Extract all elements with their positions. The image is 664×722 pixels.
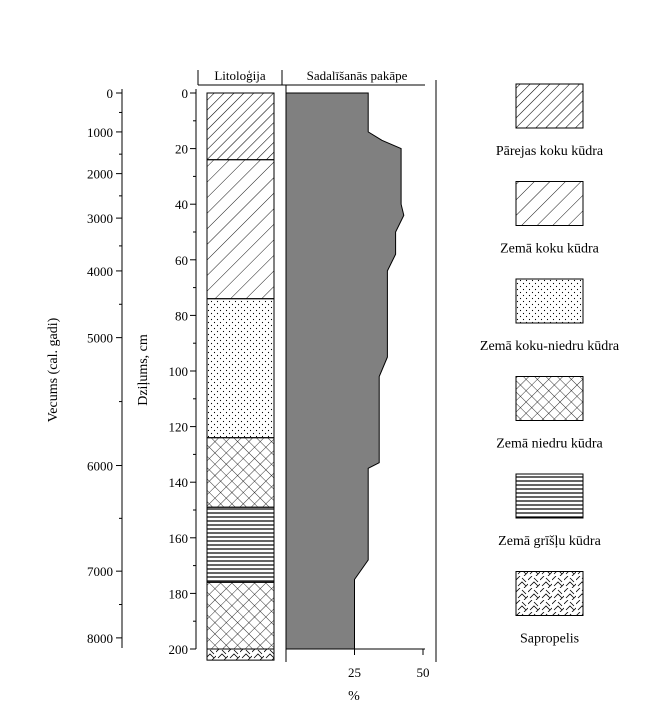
depth-axis-label: Dziļums, cm <box>136 334 151 406</box>
legend-label: Zemā koku-niedru kūdra <box>480 339 620 354</box>
depth-tick-label: 120 <box>169 420 189 435</box>
age-tick-label: 6000 <box>87 459 113 474</box>
lithology-column <box>197 70 283 661</box>
age-axis-label: Vecums (cal. gadi) <box>46 317 61 422</box>
depth-tick-label: 140 <box>169 475 189 490</box>
legend-label: Pārejas koku kūdra <box>496 144 604 159</box>
legend: Pārejas koku kūdra Zemā koku kūdra Zemā ko… <box>480 83 620 647</box>
depth-tick-label: 0 <box>182 86 189 101</box>
age-tick-label: 2000 <box>87 167 113 182</box>
lithology-layer <box>206 159 275 300</box>
legend-swatch <box>515 473 584 519</box>
decomposition-x-tick-label: 25 <box>348 665 361 680</box>
lithology-layer <box>206 581 275 650</box>
depth-tick-label: 40 <box>175 197 188 212</box>
age-tick-label: 3000 <box>87 211 113 226</box>
lithology-title: Litoloģija <box>214 68 266 83</box>
lithology-layer <box>206 92 275 161</box>
depth-tick-label: 20 <box>175 142 188 157</box>
depth-tick-label: 60 <box>175 253 188 268</box>
legend-label: Zemā niedru kūdra <box>496 437 603 452</box>
decomposition-title: Sadalīšanās pakāpe <box>307 68 408 83</box>
legend-swatch <box>515 181 584 226</box>
age-tick-label: 8000 <box>87 631 113 646</box>
age-tick-label: 0 <box>107 86 114 101</box>
decomposition-xlabel: % <box>348 689 360 704</box>
legend-swatch <box>515 83 584 129</box>
age-tick-label: 7000 <box>87 564 113 579</box>
legend-swatch <box>515 278 584 324</box>
legend-label: Zemā grīšļu kūdra <box>498 534 601 549</box>
decomposition-area <box>285 92 405 650</box>
legend-swatch <box>515 376 584 421</box>
depth-tick-label: 80 <box>175 308 188 323</box>
decomposition-x-tick-label: 50 <box>417 665 430 680</box>
legend-label: Sapropelis <box>520 632 579 647</box>
age-axis: 0 1000 2000 3000 4000 5000 6000 7000 8000 <box>87 86 123 648</box>
age-tick-label: 1000 <box>87 125 113 140</box>
depth-tick-label: 200 <box>169 642 189 657</box>
lithology-layer <box>206 298 275 439</box>
depth-axis: 0 20 40 60 80 100 120 140 160 180 200 <box>169 86 197 657</box>
legend-label: Zemā koku kūdra <box>500 242 600 257</box>
age-tick-label: 5000 <box>87 331 113 346</box>
depth-tick-label: 180 <box>169 586 189 601</box>
depth-tick-label: 160 <box>169 531 189 546</box>
legend-swatch <box>515 571 584 616</box>
age-tick-label: 4000 <box>87 264 113 279</box>
lithology-layer <box>206 437 275 508</box>
lithology-layer <box>206 506 275 583</box>
decomposition-panel: 25 50 <box>282 80 437 680</box>
lithology-layer <box>206 648 275 661</box>
depth-tick-label: 100 <box>169 364 189 379</box>
